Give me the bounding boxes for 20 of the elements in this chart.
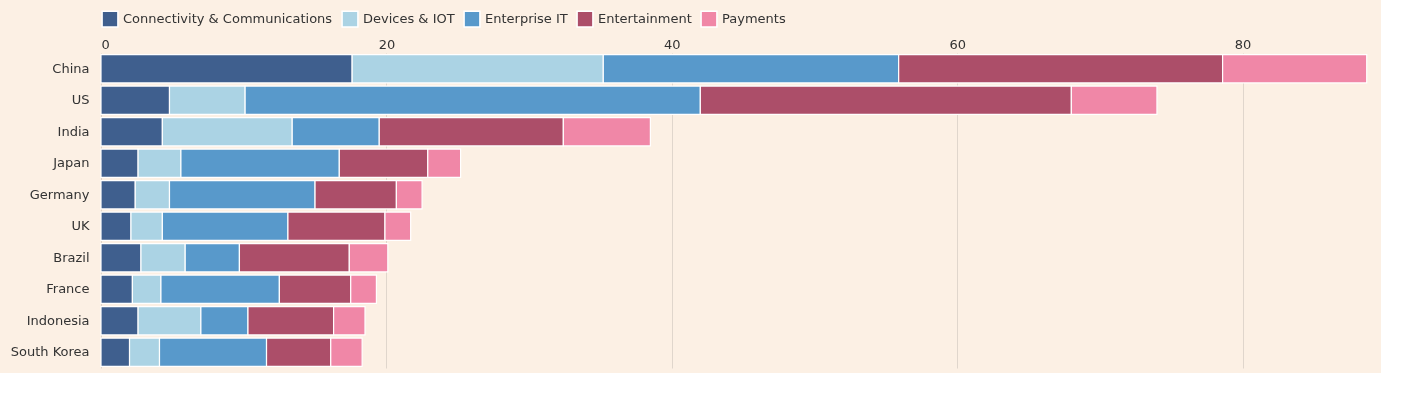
y-tick-label: China [52,60,90,76]
y-tick-label: France [46,281,90,297]
x-tick-label: 80 [1234,36,1252,52]
legend-label: Entertainment [598,11,692,27]
legend-label: Devices & IOT [363,11,455,27]
y-tick-label: Brazil [53,249,90,265]
x-tick-label: 40 [664,36,681,52]
y-tick-label: UK [71,218,90,234]
y-tick-label: South Korea [10,344,90,360]
y-tick-label: India [57,123,90,139]
x-tick-label: 20 [378,36,396,52]
legend-label: Payments [722,11,786,27]
x-tick-label: 0 [101,36,110,52]
legend-label: Enterprise IT [485,11,568,27]
y-tick-label: Indonesia [26,312,90,328]
legend-label: Connectivity & Communications [123,11,333,27]
x-tick-label: 60 [949,36,966,52]
y-tick-label: Japan [52,155,90,171]
y-tick-label: US [71,92,90,108]
y-tick-label: Germany [29,186,90,202]
